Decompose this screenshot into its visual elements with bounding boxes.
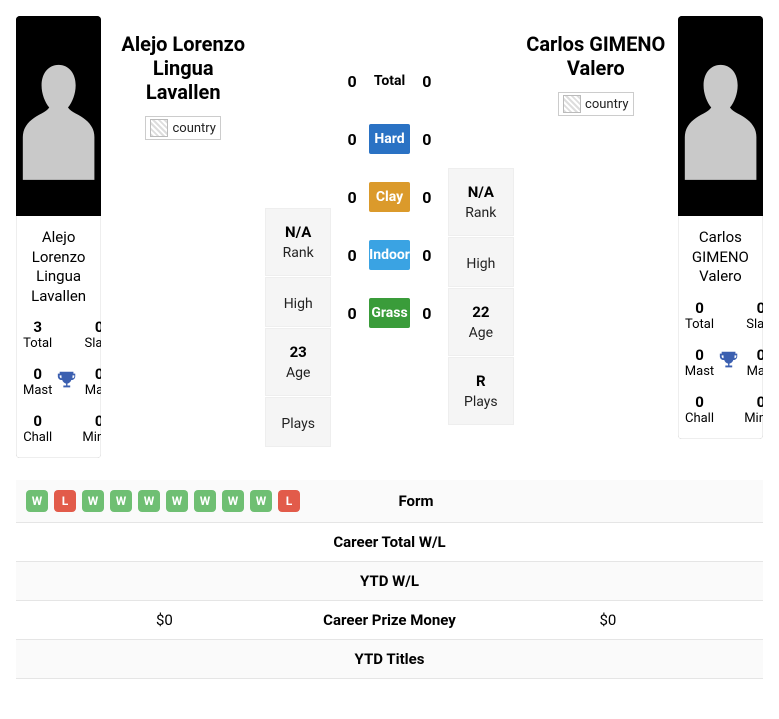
h2h-left-count: 0	[343, 130, 361, 149]
h2h-right-count: 0	[418, 130, 436, 149]
form-badge: W	[166, 490, 188, 512]
rank-card-left: N/ARank High 23Age Plays	[265, 208, 331, 448]
form-badge: L	[278, 490, 300, 512]
form-badge: W	[222, 490, 244, 512]
career-prize-right: $0	[600, 611, 617, 629]
stat-main: 0 Main	[82, 365, 101, 398]
comparison-table: WLWWWWWWWL Form Career Total W/L YTD W/L…	[16, 480, 763, 679]
h2h-row: 0 Hard 0	[343, 124, 436, 154]
stat-total: 3 Total	[23, 318, 52, 351]
trophy-icon	[52, 369, 82, 395]
form-badge: W	[110, 490, 132, 512]
country-flag-right: country	[558, 92, 634, 116]
h2h-left-count: 0	[343, 246, 361, 265]
form-badge: W	[138, 490, 160, 512]
player-heading-left[interactable]: Alejo Lorenzo Lingua Lavallen	[113, 32, 253, 104]
row-label-ytd-wl: YTD W/L	[290, 572, 490, 590]
form-badge: W	[194, 490, 216, 512]
form-badge: W	[250, 490, 272, 512]
h2h-left-count: 0	[343, 188, 361, 207]
h2h-row: 0 Total 0	[343, 66, 436, 96]
surface-pill: Indoor	[369, 240, 410, 270]
stat-chall: 0 Chall	[23, 412, 52, 445]
h2h-row: 0 Grass 0	[343, 298, 436, 328]
player-heading-right[interactable]: Carlos GIMENO Valero	[526, 32, 666, 80]
player-name-right[interactable]: Carlos GIMENO Valero	[685, 228, 756, 287]
form-badge: W	[82, 490, 104, 512]
trophy-icon	[714, 349, 744, 375]
h2h-row: 0 Clay 0	[343, 182, 436, 212]
stat-mast: 0 Mast	[23, 365, 52, 398]
career-prize-left: $0	[156, 611, 173, 629]
h2h-right-count: 0	[418, 188, 436, 207]
h2h-left-count: 0	[343, 304, 361, 323]
surface-pill: Hard	[369, 124, 410, 154]
player-card-left: Alejo Lorenzo Lingua Lavallen 3 Total 0 …	[16, 16, 101, 458]
surface-pill: Total	[369, 66, 410, 96]
player-name-left[interactable]: Alejo Lorenzo Lingua Lavallen	[23, 228, 94, 306]
row-label-ytd-titles: YTD Titles	[290, 650, 490, 668]
form-badges-left: WLWWWWWWWL	[16, 490, 316, 512]
player-image-left	[16, 16, 101, 216]
rank-card-right: N/ARank High 22Age RPlays	[448, 168, 514, 426]
row-label-career-prize: Career Prize Money	[290, 611, 490, 629]
player-card-right: Carlos GIMENO Valero 0Total 0Slam 0Mast …	[678, 16, 763, 439]
row-label-career-wl: Career Total W/L	[290, 533, 490, 551]
stat-slam: 0 Slam	[82, 318, 101, 351]
h2h-right-count: 0	[418, 72, 436, 91]
h2h-surface-column: 0 Total 0 0 Hard 0 0 Clay 0 0 Indoor 0 0 Grass 0	[343, 16, 436, 328]
h2h-right-count: 0	[418, 246, 436, 265]
row-label-form: Form	[316, 492, 516, 510]
stat-minor: 0 Minor	[82, 412, 101, 445]
surface-pill: Grass	[369, 298, 410, 328]
form-badge: L	[54, 490, 76, 512]
player-image-right	[678, 16, 763, 216]
surface-pill: Clay	[369, 182, 410, 212]
h2h-row: 0 Indoor 0	[343, 240, 436, 270]
h2h-left-count: 0	[343, 72, 361, 91]
h2h-right-count: 0	[418, 304, 436, 323]
form-badge: W	[26, 490, 48, 512]
country-flag-left: country	[145, 116, 221, 140]
